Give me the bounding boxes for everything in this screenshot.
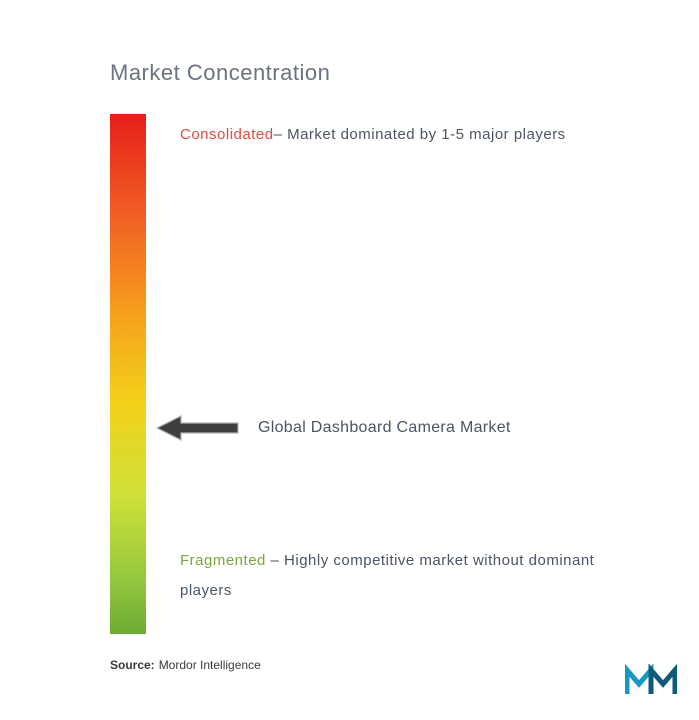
consolidated-text: – Market dominated by 1-5 major players [274,126,566,143]
mordor-logo-icon [625,664,677,700]
consolidated-keyword: Consolidated [180,126,274,143]
chart-title: Market Concentration [110,60,649,86]
chart-area: Consolidated– Market dominated by 1-5 ma… [110,114,649,634]
fragmented-keyword: Fragmented [180,552,266,569]
left-arrow-icon [155,414,240,442]
market-position-pointer: Global Dashboard Camera Market [155,414,511,442]
source-value: Mordor Intelligence [159,658,261,672]
fragmented-definition: Fragmented – Highly competitive market w… [180,546,629,606]
consolidated-definition: Consolidated– Market dominated by 1-5 ma… [180,120,629,150]
source-attribution: Source: Mordor Intelligence [110,658,261,672]
infographic-container: Market Concentration Consolidated– Marke… [0,0,699,720]
concentration-spectrum-bar [110,114,146,634]
source-label: Source: [110,658,155,672]
market-name-label: Global Dashboard Camera Market [258,416,511,440]
